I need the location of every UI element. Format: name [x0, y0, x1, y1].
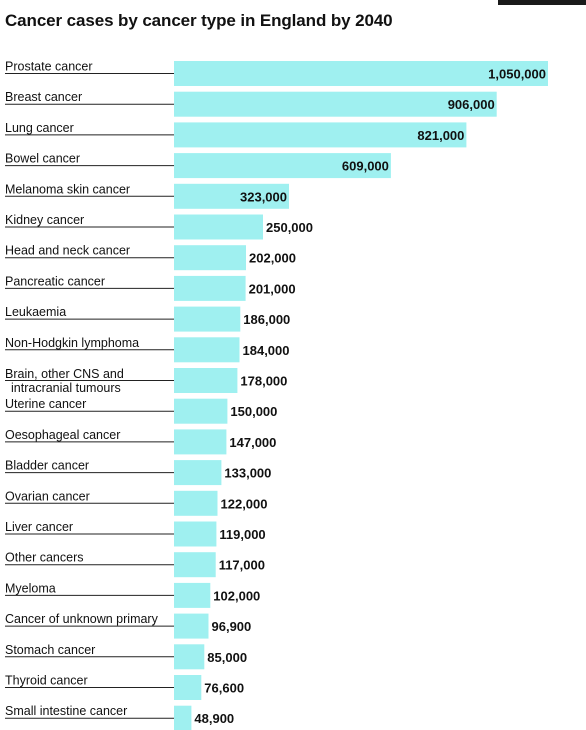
category-label: Thyroid cancer [5, 674, 88, 688]
value-label: 323,000 [240, 189, 287, 204]
value-label: 117,000 [219, 558, 265, 573]
bar [174, 460, 222, 486]
category-label: Lung cancer [5, 121, 74, 135]
bar [174, 91, 497, 117]
value-label: 102,000 [213, 588, 260, 603]
value-label: 184,000 [243, 343, 290, 358]
value-label: 250,000 [266, 220, 313, 235]
category-label: Stomach cancer [5, 643, 95, 657]
bar [174, 429, 227, 455]
bar [174, 306, 241, 332]
value-label: 96,900 [212, 619, 252, 634]
value-label: 202,000 [249, 251, 296, 266]
category-label: Other cancers [5, 551, 84, 565]
category-label: Uterine cancer [5, 397, 86, 411]
value-label: 609,000 [342, 159, 389, 174]
corner-accent-bar [498, 0, 586, 5]
bar [174, 214, 263, 240]
value-label: 201,000 [249, 281, 296, 296]
bar [174, 153, 391, 179]
value-label: 178,000 [240, 374, 287, 389]
category-label: Brain, other CNS and [5, 367, 124, 381]
category-label: Ovarian cancer [5, 489, 90, 503]
value-label: 821,000 [417, 128, 464, 143]
bar [174, 490, 218, 516]
value-label: 147,000 [229, 435, 276, 450]
value-label: 186,000 [243, 312, 290, 327]
value-label: 133,000 [224, 466, 271, 481]
value-label: 85,000 [207, 650, 247, 665]
category-label: Breast cancer [5, 90, 82, 104]
category-label: Pancreatic cancer [5, 274, 105, 288]
category-label: Myeloma [5, 581, 56, 595]
category-label: Kidney cancer [5, 213, 84, 227]
bar [174, 183, 289, 209]
bar [174, 122, 467, 148]
bar [174, 613, 209, 639]
category-label: Small intestine cancer [5, 704, 127, 718]
bar [174, 552, 216, 578]
category-label: Head and neck cancer [5, 244, 130, 258]
category-label: Bowel cancer [5, 152, 80, 166]
value-label: 906,000 [448, 97, 495, 112]
category-label: Cancer of unknown primary [5, 612, 159, 626]
bar [174, 582, 211, 608]
bar [174, 368, 238, 393]
category-label: Liver cancer [5, 520, 73, 534]
bar [174, 675, 202, 700]
value-label: 119,000 [219, 527, 265, 542]
bar [174, 644, 205, 670]
value-label: 76,600 [204, 681, 244, 696]
bar [174, 521, 217, 547]
bar [174, 705, 192, 730]
value-label: 48,900 [194, 711, 234, 726]
value-label: 122,000 [221, 496, 268, 511]
category-label: Leukaemia [5, 305, 66, 319]
category-label: Oesophageal cancer [5, 428, 120, 442]
category-label: Melanoma skin cancer [5, 182, 130, 196]
bar [174, 337, 240, 363]
bar [174, 275, 246, 301]
category-label: Prostate cancer [5, 60, 93, 74]
value-label: 150,000 [230, 404, 277, 419]
category-label: intracranial tumours [11, 381, 121, 395]
bar [174, 61, 548, 86]
bar [174, 245, 246, 271]
category-label: Bladder cancer [5, 459, 89, 473]
bar [174, 398, 228, 424]
value-label: 1,050,000 [488, 67, 546, 82]
chart-title: Cancer cases by cancer type in England b… [5, 11, 393, 30]
category-label: Non-Hodgkin lymphoma [5, 336, 139, 350]
